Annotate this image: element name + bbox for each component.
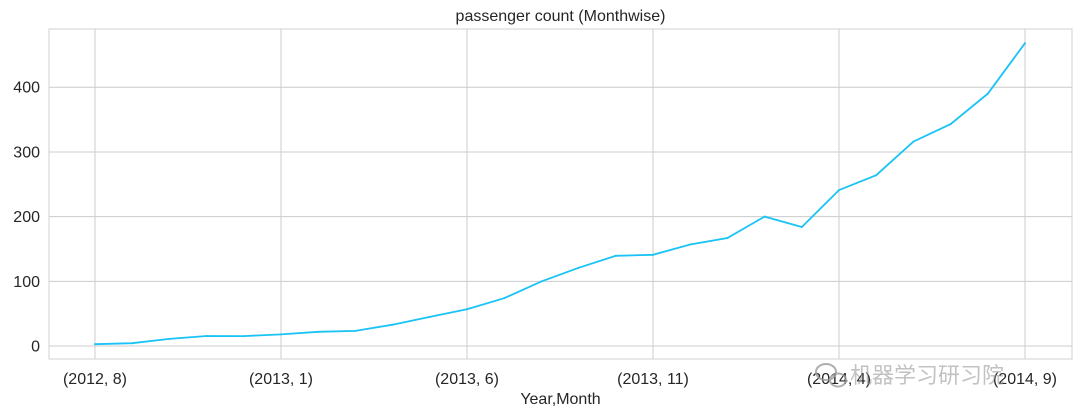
x-tick-label: (2013, 1): [249, 371, 313, 388]
chart-title: passenger count (Monthwise): [456, 8, 666, 25]
data-point: [652, 253, 654, 256]
y-tick-label: 0: [31, 339, 40, 356]
grid-lines: [49, 29, 1072, 359]
data-point: [912, 140, 915, 143]
x-tick-label: (2014, 4): [807, 371, 871, 388]
x-tick-label: (2013, 11): [617, 371, 689, 388]
x-tick-label: (2014, 9): [993, 371, 1057, 388]
y-axis-ticks: 0 100 200 300 400: [13, 80, 40, 356]
y-tick-label: 100: [13, 274, 40, 291]
x-tick-label: (2013, 6): [435, 371, 499, 388]
data-point: [428, 315, 431, 318]
data-point: [800, 226, 803, 228]
data-point: [280, 333, 282, 336]
data-point: [391, 323, 394, 326]
data-point: [986, 92, 989, 95]
data-point: [540, 280, 543, 283]
wechat-icon: [815, 363, 847, 388]
data-point: [875, 174, 878, 177]
data-point: [354, 329, 357, 332]
data-point: [726, 237, 729, 239]
y-tick-label: 300: [13, 144, 40, 161]
data-point: [205, 335, 208, 338]
data-point: [466, 308, 468, 311]
data-point: [242, 335, 245, 338]
plot-frame: [48, 28, 1073, 360]
data-point: [317, 330, 320, 333]
data-point: [94, 343, 96, 346]
data-point: [949, 123, 952, 126]
x-axis-ticks: (2012, 8) (2013, 1) (2013, 6) (2013, 11) (20…: [63, 371, 1057, 388]
series-line: [94, 42, 1026, 346]
data-point: [1024, 42, 1026, 45]
data-point: [168, 337, 171, 340]
data-point: [689, 243, 692, 246]
x-tick-label: (2012, 8): [63, 371, 127, 388]
data-points: [94, 42, 1026, 346]
watermark: 机器学习研习院: [815, 363, 1004, 389]
data-point: [614, 254, 617, 257]
watermark-text: 机器学习研习院: [850, 364, 1004, 389]
y-tick-label: 200: [13, 209, 40, 226]
data-point: [838, 189, 840, 192]
data-point: [503, 297, 506, 300]
y-tick-label: 400: [13, 80, 40, 97]
data-point: [763, 215, 766, 218]
x-axis-label: Year,Month: [520, 391, 600, 408]
data-point: [131, 342, 134, 345]
data-point: [577, 266, 580, 269]
